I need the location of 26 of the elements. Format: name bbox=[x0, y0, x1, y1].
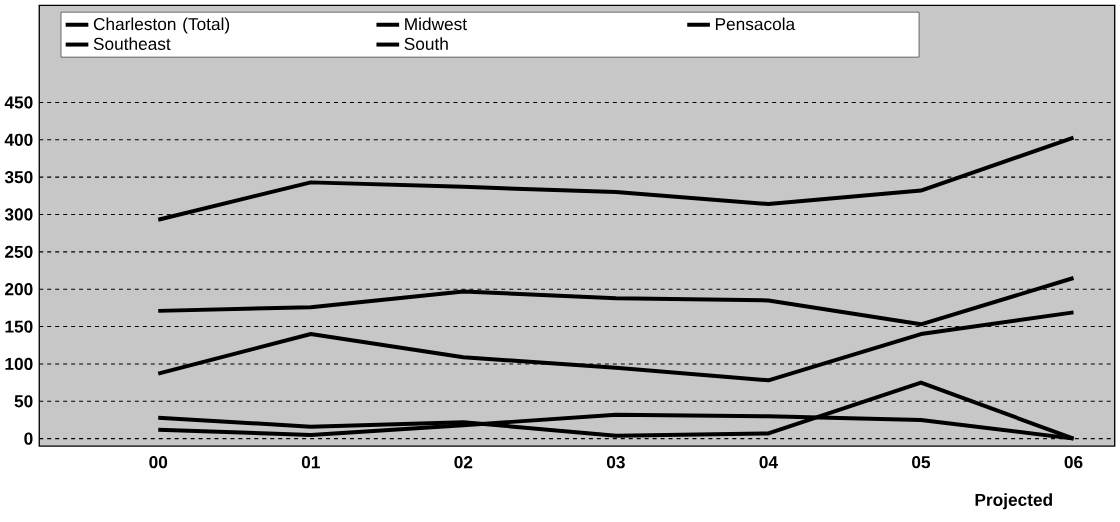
y-tick-label: 450 bbox=[4, 96, 33, 109]
x-tick-label: 01 bbox=[301, 456, 320, 469]
legend-label: Southeast bbox=[93, 37, 171, 51]
y-tick-label: 100 bbox=[5, 357, 33, 371]
x-tick-label: 00 bbox=[149, 456, 168, 469]
text: Projected bbox=[975, 493, 1052, 510]
x-tick-label: 02 bbox=[454, 456, 473, 469]
legend-label: South bbox=[404, 37, 448, 51]
line-series bbox=[156, 276, 1076, 327]
x-tick-label: 05 bbox=[912, 456, 931, 469]
legend-label: Pensacola bbox=[715, 17, 796, 31]
y-tick-label: 250 bbox=[5, 245, 33, 259]
y-tick-label: 0 bbox=[24, 432, 33, 445]
line-series bbox=[156, 310, 1076, 383]
legend-label: Midwest bbox=[405, 17, 467, 31]
y-tick-label: 50 bbox=[14, 395, 33, 408]
y-tick-label: 200 bbox=[5, 283, 33, 296]
x-tick-label: 06 bbox=[1064, 456, 1083, 469]
x-tick-label: 04 bbox=[759, 456, 778, 469]
y-tick-label: 150 bbox=[5, 320, 33, 333]
line-series bbox=[156, 135, 1076, 222]
y-tick-label: 400 bbox=[4, 133, 33, 147]
x-tick-label: 03 bbox=[606, 456, 625, 469]
y-tick-label: 350 bbox=[4, 171, 33, 184]
legend-label: Charleston (Total) bbox=[93, 17, 230, 34]
y-tick-label: 300 bbox=[4, 208, 33, 221]
